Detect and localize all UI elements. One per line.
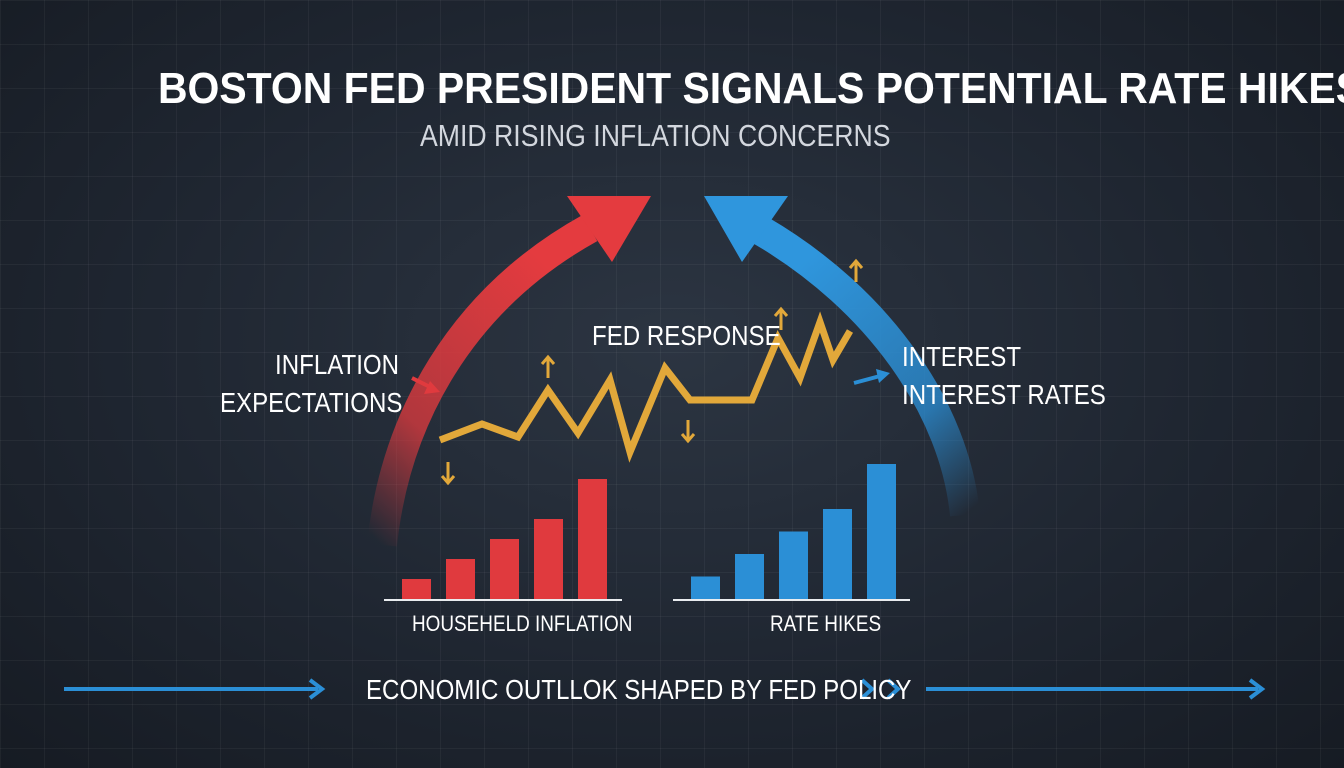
inflation-expectations-label: INFLATION EXPECTATIONS [220, 346, 402, 422]
fed-response-line [438, 311, 854, 463]
rate-hikes-chart [691, 464, 896, 599]
footer-right-arrow-icon [926, 678, 1266, 700]
blue-pointer-arrow-icon [853, 369, 890, 385]
down-arrow-icon [440, 462, 456, 486]
household-inflation-bar-3 [490, 539, 519, 599]
rate-hikes-bar-4 [823, 509, 852, 599]
household-inflation-bar-5 [578, 479, 607, 599]
interest-label-line1: INTEREST [902, 341, 1022, 372]
household-inflation-chart [402, 479, 607, 599]
footer-left-arrow-icon [64, 678, 326, 700]
rate-hikes-label: RATE HIKES [770, 611, 882, 636]
household-inflation-bar-1 [402, 579, 431, 599]
fed-response-label: FED RESPONSE [592, 320, 781, 351]
rate-hikes-bar-3 [779, 531, 808, 599]
red-curved-arrow-icon [367, 196, 651, 547]
double-chevron-icon [860, 678, 901, 700]
up-arrow-icon [848, 258, 864, 282]
inflation-label-line2: EXPECTATIONS [220, 387, 403, 418]
up-arrow-icon [540, 354, 556, 378]
household-inflation-bar-2 [446, 559, 475, 599]
footer-caption: ECONOMIC OUTLLOK SHAPED BY FED POLICY [366, 674, 912, 705]
page-subtitle: AMID RISING INFLATION CONCERNS [420, 118, 891, 153]
blue-curved-arrow-icon [704, 196, 980, 517]
interest-label-line2: INTEREST RATES [902, 379, 1106, 410]
rate-hikes-bar-2 [735, 554, 764, 599]
rate-hikes-bar-5 [867, 464, 896, 599]
household-inflation-bar-4 [534, 519, 563, 599]
red-pointer-arrow-icon [411, 376, 440, 394]
interest-rates-label: INTEREST INTEREST RATES [902, 338, 1106, 414]
rate-hikes-bar-1 [691, 576, 720, 599]
down-arrow-icon [680, 420, 696, 444]
household-inflation-label: HOUSEHELD INFLATION [412, 611, 633, 636]
page-title: BOSTON FED PRESIDENT SIGNALS POTENTIAL R… [158, 64, 1344, 113]
inflation-label-line1: INFLATION [275, 349, 400, 380]
up-arrow-icon [773, 306, 789, 330]
